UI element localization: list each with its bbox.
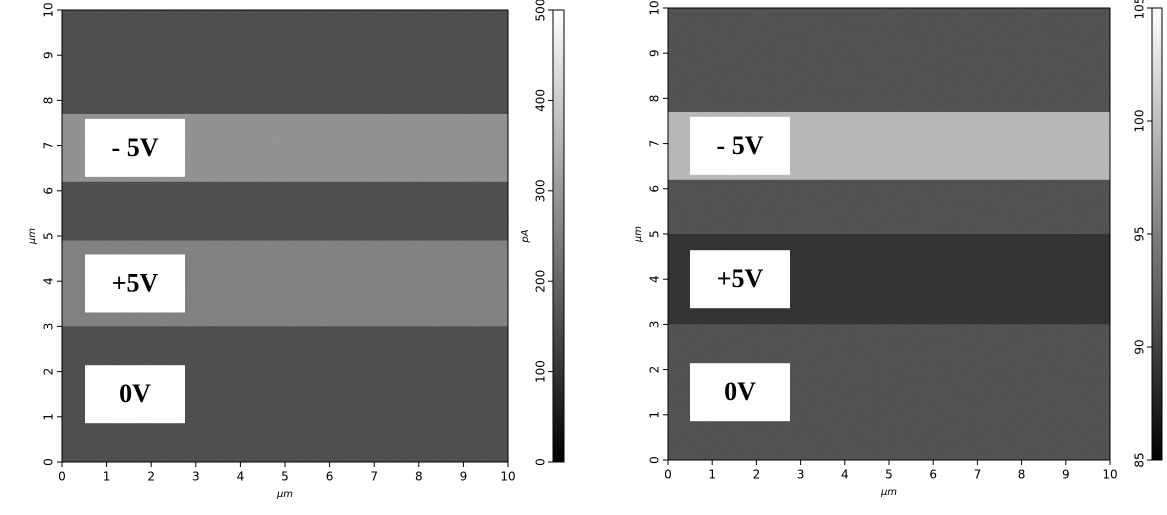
colorbar	[1151, 7, 1163, 461]
x-tick-label: 1	[103, 470, 111, 484]
x-tick-label: 3	[192, 470, 200, 484]
y-tick-label: 10	[42, 2, 56, 17]
region-label: - 5V	[717, 131, 764, 160]
region-label: - 5V	[112, 133, 159, 162]
colorbar-tick-label: 95	[1133, 226, 1147, 241]
colorbar-label: pA	[520, 229, 531, 243]
region-label: +5V	[717, 264, 764, 293]
y-tick-label: 9	[648, 49, 662, 57]
y-tick-label: 3	[42, 323, 56, 331]
y-tick-label: 9	[42, 51, 56, 59]
y-axis-label: μm	[27, 228, 38, 245]
x-tick-label: 1	[708, 468, 716, 482]
x-tick-label: 2	[753, 468, 761, 482]
y-axis-label: μm	[633, 226, 644, 243]
x-tick-label: 0	[664, 468, 672, 482]
x-tick-label: 6	[326, 470, 334, 484]
label-box	[690, 116, 790, 175]
y-tick-label: 6	[42, 187, 56, 195]
y-tick-label: 6	[648, 185, 662, 193]
x-axis-label: μm	[880, 487, 897, 498]
y-tick-label: 8	[42, 97, 56, 105]
y-tick-label: 7	[42, 142, 56, 150]
region-label: 0V	[119, 379, 151, 408]
region-label: 0V	[724, 377, 756, 406]
y-tick-label: 4	[648, 275, 662, 283]
x-tick-label: 10	[500, 470, 515, 484]
x-tick-label: 9	[1062, 468, 1070, 482]
x-tick-label: 8	[1018, 468, 1026, 482]
colorbar	[552, 9, 565, 463]
colorbar-tick-label: 500	[534, 0, 548, 21]
y-tick-label: 8	[648, 95, 662, 103]
label-box	[85, 254, 185, 313]
colorbar-tick-label: 85	[1133, 452, 1147, 467]
colorbar-tick-label: 0	[534, 458, 548, 466]
y-tick-label: 0	[648, 456, 662, 464]
colorbar-tick-label: 105	[1133, 0, 1147, 19]
y-tick-label: 4	[42, 277, 56, 285]
x-tick-label: 4	[237, 470, 245, 484]
y-tick-label: 1	[648, 411, 662, 419]
x-tick-label: 7	[974, 468, 982, 482]
y-tick-label: 2	[648, 366, 662, 374]
label-box	[690, 363, 790, 422]
x-tick-label: 6	[929, 468, 937, 482]
label-box	[85, 365, 185, 424]
x-tick-label: 7	[370, 470, 378, 484]
x-tick-label: 5	[885, 468, 893, 482]
x-tick-label: 10	[1102, 468, 1117, 482]
x-tick-label: 3	[797, 468, 805, 482]
y-tick-label: 5	[648, 230, 662, 238]
y-tick-label: 2	[42, 368, 56, 376]
x-tick-label: 5	[281, 470, 289, 484]
colorbar-tick-label: 90	[1133, 339, 1147, 354]
y-tick-label: 7	[648, 140, 662, 148]
colorbar-tick-label: 400	[534, 89, 548, 112]
x-axis-label: μm	[276, 489, 293, 500]
colorbar-tick-label: 100	[534, 360, 548, 383]
y-tick-label: 5	[42, 232, 56, 240]
label-box	[690, 250, 790, 309]
colorbar-tick-label: 200	[534, 270, 548, 293]
x-tick-label: 4	[841, 468, 849, 482]
y-tick-label: 3	[648, 321, 662, 329]
colorbar-tick-label: 100	[1133, 110, 1147, 133]
x-tick-label: 0	[58, 470, 66, 484]
y-tick-label: 0	[42, 458, 56, 466]
y-tick-label: 10	[648, 0, 662, 15]
x-tick-label: 9	[460, 470, 468, 484]
x-tick-label: 8	[415, 470, 423, 484]
colorbar-tick-label: 300	[534, 179, 548, 202]
label-box	[85, 118, 185, 177]
x-tick-label: 2	[147, 470, 155, 484]
region-label: +5V	[112, 268, 159, 297]
y-tick-label: 1	[42, 413, 56, 421]
